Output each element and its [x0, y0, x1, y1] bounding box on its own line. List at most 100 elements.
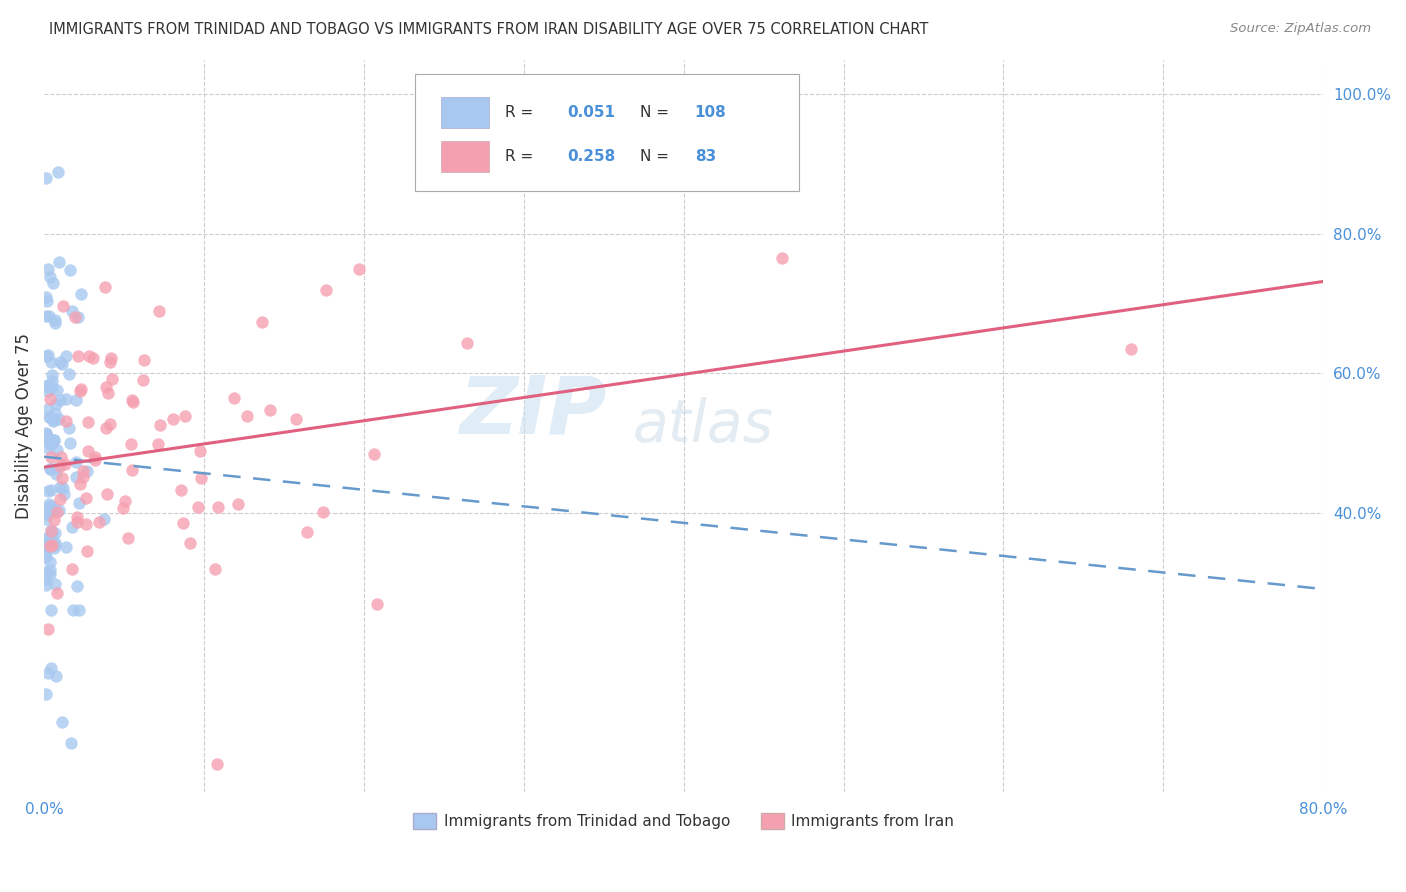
Point: [39, 483, 62, 497]
Point: [100, 351, 122, 365]
Text: R =: R =: [505, 149, 538, 164]
Point: [44, 577, 66, 591]
Point: [48, 255, 70, 269]
Point: [35, 687, 58, 701]
Point: [51, 715, 73, 730]
Point: [70, 382, 93, 396]
Point: [39, 437, 62, 451]
Text: 108: 108: [695, 105, 727, 120]
Point: [45, 397, 67, 411]
Point: [77, 415, 100, 429]
Point: [35, 379, 58, 393]
Point: [37, 500, 59, 514]
Point: [62, 603, 84, 617]
Point: [48, 492, 70, 507]
Point: [66, 579, 89, 593]
Point: [45, 383, 67, 397]
Point: [100, 372, 122, 386]
Point: [162, 411, 184, 425]
Point: [112, 500, 135, 515]
Point: [39, 462, 62, 476]
Point: [65, 470, 87, 484]
Point: [76, 543, 98, 558]
Point: [35, 290, 58, 304]
Point: [456, 335, 478, 350]
Point: [60, 520, 83, 534]
Point: [146, 437, 169, 451]
Point: [37, 540, 59, 554]
Point: [66, 515, 89, 529]
Point: [207, 500, 229, 515]
Point: [66, 510, 89, 524]
Point: [37, 384, 59, 399]
Point: [44, 536, 66, 550]
Point: [45, 442, 67, 457]
Point: [35, 512, 58, 526]
Point: [55, 414, 77, 428]
Point: [39, 523, 62, 537]
Point: [65, 392, 87, 407]
Point: [93, 512, 115, 526]
Point: [38, 567, 60, 582]
Point: [44, 538, 66, 552]
Point: [97, 386, 120, 401]
Point: [37, 622, 59, 636]
Point: [44, 433, 66, 447]
Point: [121, 393, 143, 408]
Point: [37, 261, 59, 276]
Point: [39, 462, 62, 476]
Point: [35, 507, 58, 521]
Y-axis label: Disability Age Over 75: Disability Age Over 75: [15, 333, 32, 519]
Point: [77, 350, 100, 364]
Point: [121, 463, 143, 477]
Point: [41, 374, 63, 388]
Point: [35, 349, 58, 363]
FancyBboxPatch shape: [440, 96, 489, 128]
Point: [49, 458, 72, 473]
Point: [75, 516, 97, 531]
Point: [41, 603, 63, 617]
Point: [83, 450, 105, 464]
Point: [55, 392, 77, 406]
Point: [222, 391, 245, 405]
Point: [58, 420, 80, 434]
Point: [41, 538, 63, 552]
Point: [44, 541, 66, 555]
Point: [60, 562, 83, 576]
Point: [120, 437, 142, 451]
Point: [204, 562, 226, 576]
Point: [179, 536, 201, 550]
Text: atlas: atlas: [633, 397, 773, 454]
Point: [35, 379, 58, 393]
Point: [72, 464, 94, 478]
Point: [35, 309, 58, 323]
Point: [37, 348, 59, 362]
Point: [170, 483, 193, 498]
Point: [35, 171, 58, 186]
FancyBboxPatch shape: [415, 74, 799, 192]
Point: [37, 402, 59, 417]
Point: [66, 310, 89, 324]
Point: [132, 374, 155, 388]
Point: [41, 380, 63, 394]
Point: [35, 572, 58, 586]
Point: [114, 494, 136, 508]
Point: [46, 586, 69, 600]
Point: [205, 757, 228, 772]
Point: [35, 428, 58, 442]
Point: [49, 355, 72, 369]
Point: [41, 276, 63, 290]
Point: [44, 513, 66, 527]
Point: [94, 280, 117, 294]
Point: [35, 538, 58, 552]
Point: [98, 417, 121, 431]
Legend: Immigrants from Trinidad and Tobago, Immigrants from Iran: Immigrants from Trinidad and Tobago, Imm…: [408, 807, 960, 836]
Point: [38, 539, 60, 553]
Point: [98, 355, 121, 369]
Point: [35, 293, 58, 308]
Point: [117, 532, 139, 546]
Text: 0.051: 0.051: [567, 105, 614, 120]
Point: [44, 526, 66, 541]
Text: R =: R =: [505, 105, 538, 120]
Point: [48, 503, 70, 517]
